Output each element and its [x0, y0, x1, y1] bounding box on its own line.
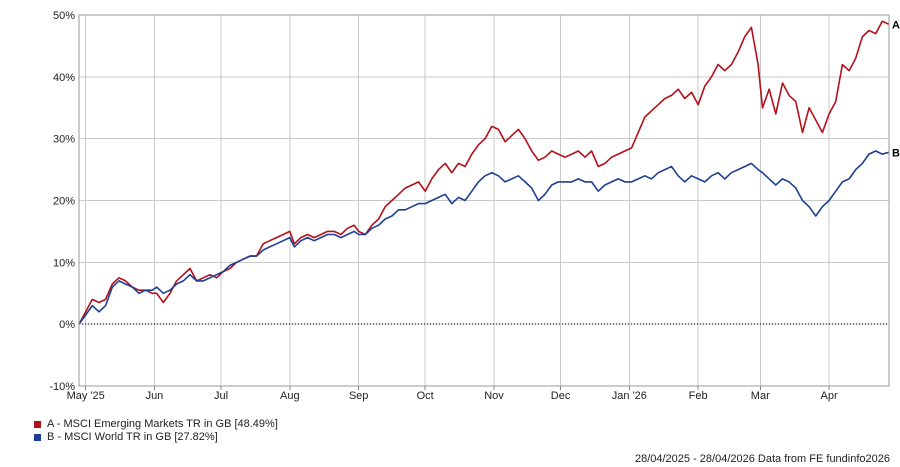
series-lines: AB [78, 19, 900, 325]
series-end-marker-b: B [892, 147, 900, 159]
x-tick-label: Nov [484, 390, 504, 402]
x-tick-label: Apr [821, 390, 838, 402]
x-tick-label: Jan '26 [612, 390, 647, 402]
data-source: Data from FE fundinfo2026 [757, 453, 890, 465]
y-tick-label: 10% [53, 257, 75, 269]
legend-label-a: A - MSCI Emerging Markets TR in GB [48.4… [47, 418, 278, 430]
series-line-b [78, 150, 890, 325]
x-tick-label: Mar [751, 390, 770, 402]
legend-swatch-a [34, 421, 41, 428]
y-tick-label: 50% [53, 10, 75, 22]
source-credit: 28/04/2025 - 28/04/2026 Data from FE fun… [635, 453, 890, 465]
y-tick-label: 20% [53, 196, 75, 208]
x-tick-label: Jul [214, 390, 228, 402]
x-tick-label: Aug [280, 390, 300, 402]
x-tick-label: Jun [146, 390, 164, 402]
x-tick-label: Dec [551, 390, 571, 402]
x-tick-label: May '25 [67, 390, 105, 402]
legend-item-b: B - MSCI World TR in GB [27.82%] [34, 431, 278, 444]
date-range: 28/04/2025 - 28/04/2026 [634, 453, 755, 465]
y-tick-label: -10% [49, 381, 75, 393]
y-axis-labels: -10% 0% 10% 20% 30% 40% 50% [49, 10, 75, 393]
y-tick-label: 0% [59, 319, 75, 331]
grid [79, 14, 889, 390]
plot-frame [78, 14, 890, 387]
legend-item-a: A - MSCI Emerging Markets TR in GB [48.4… [34, 418, 278, 431]
x-tick-label: Sep [349, 390, 369, 402]
legend-swatch-b [34, 434, 41, 441]
series-end-marker-a: A [892, 19, 900, 31]
x-tick-label: Oct [417, 390, 434, 402]
x-axis-labels: May '25 Jun Jul Aug Sep Oct Nov Dec Jan '26 Feb Ma… [67, 390, 838, 402]
legend: A - MSCI Emerging Markets TR in GB [48.4… [34, 418, 278, 444]
legend-label-b: B - MSCI World TR in GB [27.82%] [47, 431, 218, 443]
series-line-a [78, 20, 890, 325]
x-tick-label: Feb [689, 390, 708, 402]
y-tick-label: 30% [53, 134, 75, 146]
y-tick-label: 40% [53, 72, 75, 84]
